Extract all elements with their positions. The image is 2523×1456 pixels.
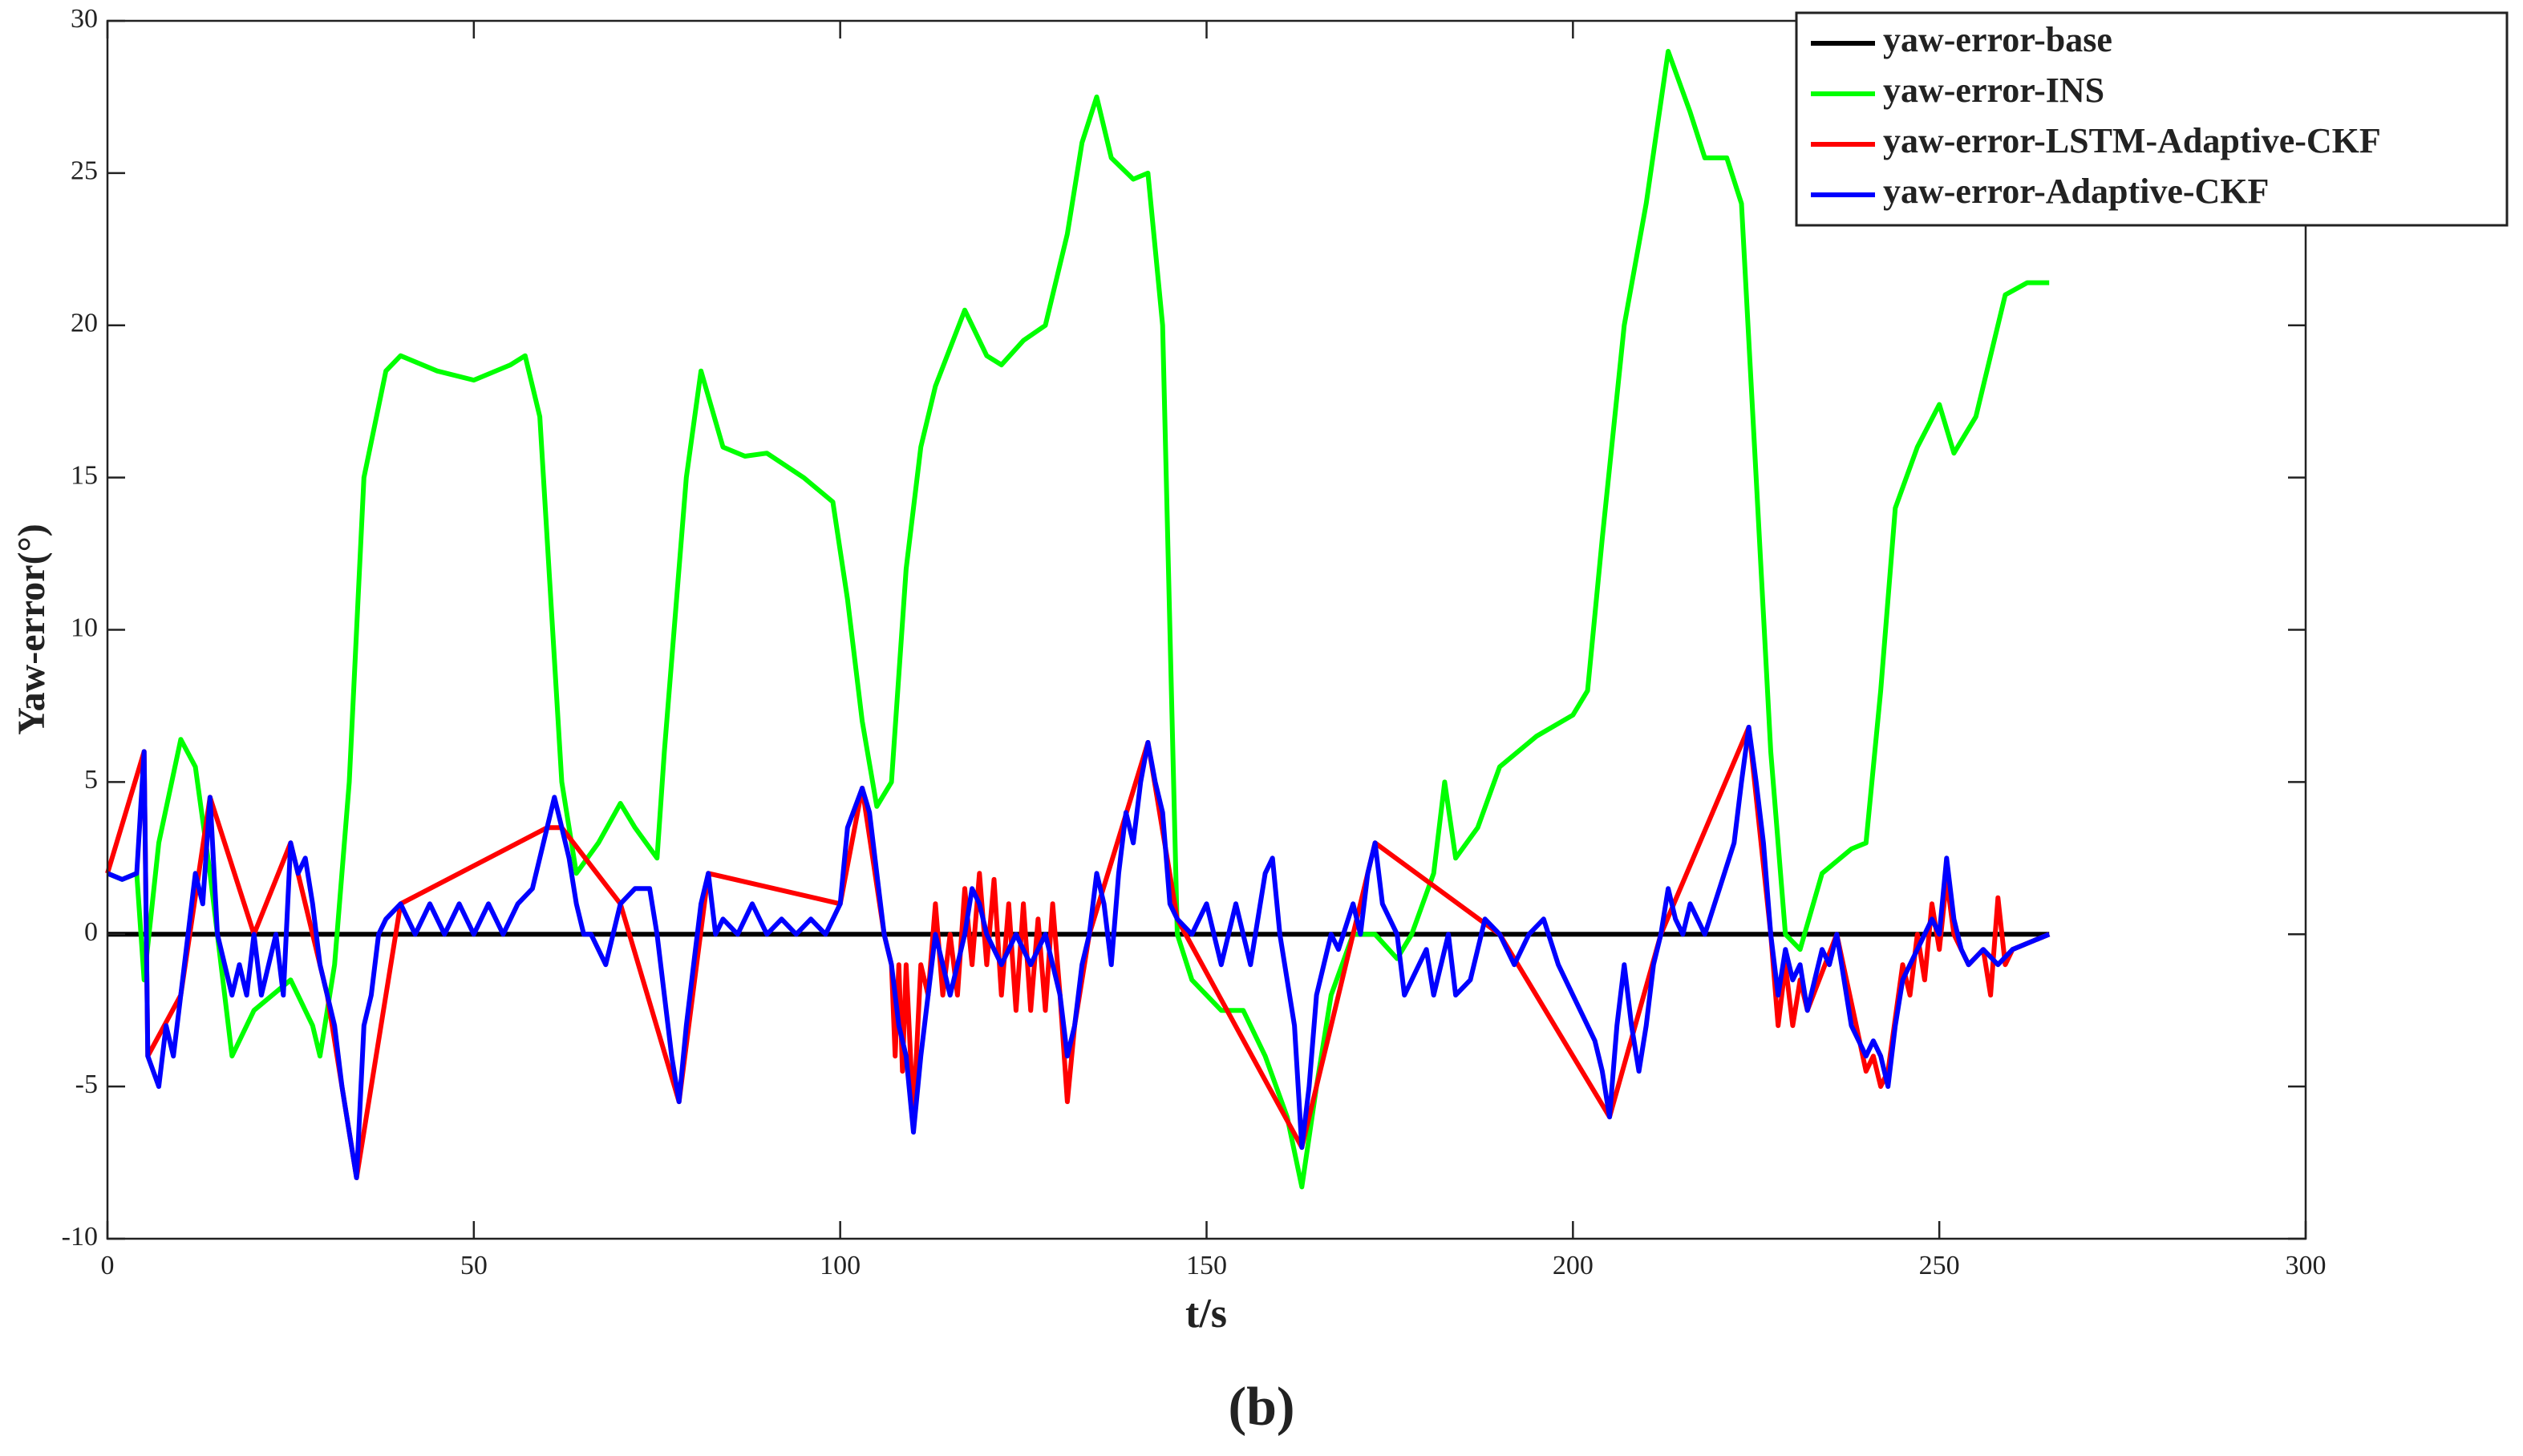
legend-label: yaw-error-LSTM-Adaptive-CKF [1883, 121, 2381, 160]
x-tick-label: 50 [460, 1251, 488, 1280]
x-tick-label: 250 [1919, 1251, 1960, 1280]
y-tick-label: -5 [75, 1070, 98, 1099]
x-tick-label: 100 [820, 1251, 861, 1280]
legend: yaw-error-base yaw-error-INS yaw-error-LST… [1795, 11, 2509, 227]
y-tick-label: -10 [62, 1222, 98, 1252]
y-tick-label: 25 [71, 156, 98, 186]
x-tick-label: 200 [1553, 1251, 1594, 1280]
series-line [106, 725, 2051, 1180]
y-axis-label: Yaw-error(°) [10, 524, 53, 735]
x-axis-label: t/s [1185, 1291, 1227, 1337]
y-tick-label: 10 [71, 613, 98, 642]
y-tick-label: 15 [71, 460, 98, 490]
x-tick-label: 300 [2286, 1251, 2327, 1280]
series-line [105, 725, 2051, 1180]
y-tick-label: 5 [84, 765, 98, 795]
y-tick-label: 20 [71, 309, 98, 338]
legend-box [1795, 11, 2509, 227]
y-tick-label: 0 [84, 917, 98, 947]
series-line [106, 49, 2050, 1190]
caption: (b) [1228, 1376, 1294, 1437]
y-tick-label: 30 [71, 4, 98, 34]
legend-label: yaw-error-base [1883, 20, 2112, 59]
x-tick-label: 150 [1186, 1251, 1227, 1280]
legend-label: yaw-error-Adaptive-CKF [1883, 172, 2269, 211]
x-tick-label: 0 [101, 1251, 115, 1280]
plot-area [105, 49, 2051, 1190]
legend-label: yaw-error-INS [1883, 71, 2104, 110]
